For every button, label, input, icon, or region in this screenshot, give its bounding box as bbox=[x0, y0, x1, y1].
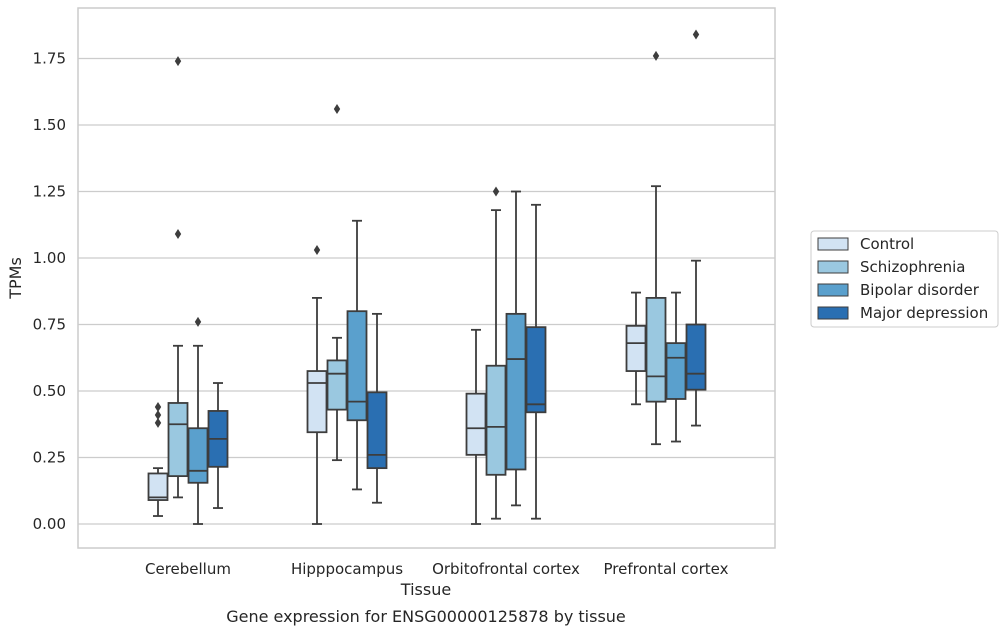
x-axis-label: Tissue bbox=[400, 580, 451, 599]
box-iqr bbox=[167, 402, 189, 478]
legend-label: Bipolar disorder bbox=[860, 281, 980, 299]
y-tick-label: 0.50 bbox=[33, 382, 66, 400]
y-tick-labels: 0.00 0.25 0.50 0.75 1.00 1.25 1.50 1.75 bbox=[33, 50, 66, 534]
box-iqr bbox=[485, 364, 507, 476]
legend: Control Schizophrenia Bipolar disorder Majo… bbox=[810, 230, 999, 328]
outlier-point bbox=[313, 245, 321, 256]
box-2-1 bbox=[167, 56, 189, 499]
y-tick-label: 0.25 bbox=[33, 449, 66, 467]
box-iqr bbox=[187, 427, 209, 484]
box-iqr bbox=[306, 370, 328, 434]
box-1-3 bbox=[465, 328, 487, 525]
y-tick-label: 1.75 bbox=[33, 50, 66, 68]
chart-title: Gene expression for ENSG00000125878 by t… bbox=[226, 607, 626, 626]
outlier-point bbox=[154, 417, 162, 428]
box-4-4 bbox=[685, 29, 707, 427]
outlier-point bbox=[194, 316, 202, 327]
outlier-point bbox=[333, 104, 341, 115]
box-1-4 bbox=[625, 291, 647, 406]
outlier-point bbox=[174, 56, 182, 67]
y-tick-label: 1.25 bbox=[33, 183, 66, 201]
outlier-point bbox=[154, 409, 162, 420]
box-2-2 bbox=[326, 104, 348, 462]
outlier-point bbox=[174, 229, 182, 240]
box-iqr bbox=[645, 296, 667, 403]
x-tick-label: Cerebellum bbox=[145, 560, 231, 578]
y-tick-label: 1.50 bbox=[33, 116, 66, 134]
outlier-point bbox=[492, 186, 500, 197]
x-tick-label: Orbitofrontal cortex bbox=[432, 560, 580, 578]
box-4-3 bbox=[525, 203, 547, 520]
legend-label: Control bbox=[860, 235, 914, 253]
y-tick-label: 1.00 bbox=[33, 249, 66, 267]
box-iqr bbox=[685, 323, 707, 391]
box-3-4 bbox=[665, 291, 687, 443]
legend-swatch bbox=[817, 237, 849, 251]
box-iqr bbox=[505, 312, 527, 471]
y-tick-label: 0.00 bbox=[33, 515, 66, 533]
box-iqr bbox=[625, 324, 647, 372]
box-1-2 bbox=[306, 245, 328, 525]
box-4-2 bbox=[366, 312, 388, 504]
outlier-point bbox=[692, 29, 700, 40]
y-axis-label: TPMs bbox=[6, 257, 25, 300]
legend-swatch bbox=[817, 306, 849, 320]
legend-label: Major depression bbox=[860, 304, 988, 322]
box-iqr bbox=[346, 310, 368, 422]
box-iqr bbox=[465, 392, 487, 456]
box-4-1 bbox=[207, 382, 229, 509]
x-tick-label: Hipppocampus bbox=[291, 560, 403, 578]
box-3-2 bbox=[346, 219, 368, 491]
box-iqr bbox=[326, 359, 348, 411]
box-iqr bbox=[147, 472, 169, 501]
outlier-point bbox=[652, 50, 660, 61]
box-iqr bbox=[665, 342, 687, 400]
legend-frame bbox=[810, 230, 999, 328]
box-2-3 bbox=[485, 186, 507, 520]
box-iqr bbox=[525, 326, 547, 414]
legend-swatch bbox=[817, 283, 849, 297]
box-3-1 bbox=[187, 316, 209, 525]
y-tick-label: 0.75 bbox=[33, 316, 66, 334]
box-1-1 bbox=[147, 401, 169, 517]
box-iqr bbox=[366, 391, 388, 470]
x-tick-labels: Cerebellum Hipppocampus Orbitofrontal cort… bbox=[145, 560, 729, 578]
box-2-4 bbox=[645, 50, 667, 446]
legend-label: Schizophrenia bbox=[860, 258, 965, 276]
outlier-point bbox=[154, 401, 162, 412]
legend-swatch bbox=[817, 260, 849, 274]
box-series bbox=[147, 29, 707, 525]
x-tick-label: Prefrontal cortex bbox=[604, 560, 729, 578]
box-3-3 bbox=[505, 190, 527, 507]
